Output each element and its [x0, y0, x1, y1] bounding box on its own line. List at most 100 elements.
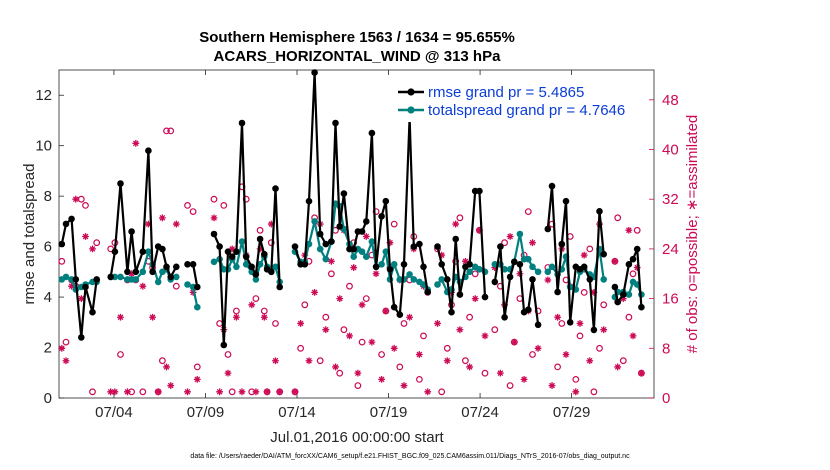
- obs-assimilated-marker: [139, 282, 147, 290]
- obs-assimilated-marker: [562, 351, 570, 358]
- obs-assimilated-marker: [452, 220, 460, 228]
- totalspread-point: [316, 245, 324, 253]
- obs-possible-marker: [158, 357, 166, 365]
- obs-possible-marker: [93, 239, 101, 247]
- rmse-point: [322, 240, 330, 248]
- rmse-point: [336, 223, 344, 230]
- obs-possible-marker: [260, 307, 268, 315]
- obs-assimilated-marker: [238, 388, 246, 396]
- totalspread-point: [544, 268, 552, 276]
- obs-assimilated-marker: [305, 357, 313, 365]
- rmse-point: [638, 303, 645, 311]
- rmse-point: [163, 263, 170, 271]
- rmse-point: [173, 263, 180, 271]
- y-axis-label: rmse and totalspread: [21, 164, 38, 305]
- obs-assimilated-marker: [354, 369, 362, 377]
- obs-possible-marker: [193, 363, 201, 371]
- rmse-point: [268, 268, 275, 276]
- totalspread-point: [62, 273, 70, 281]
- rmse-point: [111, 248, 119, 255]
- obs-possible-marker: [554, 363, 561, 371]
- obs-possible-marker: [524, 208, 532, 216]
- totalspread-point: [117, 273, 124, 281]
- obs-assimilated-marker: [82, 233, 89, 240]
- rmse-point: [272, 185, 279, 192]
- x-tick-label: 07/04: [95, 404, 133, 421]
- rmse-point: [544, 225, 552, 233]
- obs-possible-marker: [301, 301, 309, 309]
- rmse-point: [372, 263, 380, 271]
- obs-assimilated-marker: [544, 276, 552, 284]
- obs-assimilated-marker: [471, 295, 479, 303]
- obs-possible-marker: [633, 226, 641, 234]
- obs-possible-marker: [400, 320, 408, 327]
- obs-assimilated-marker: [548, 382, 556, 389]
- rmse-point: [566, 319, 574, 326]
- obs-possible-marker: [529, 351, 536, 358]
- totalspread-point: [210, 258, 218, 266]
- obs-assimilated-marker: [256, 245, 264, 253]
- obs-possible-marker: [82, 201, 89, 209]
- rmse-point: [396, 311, 404, 319]
- legend: rmse grand pr = 5.4865 totalspread grand…: [394, 82, 648, 122]
- rmse-point: [382, 197, 390, 205]
- rmse-point: [580, 263, 588, 271]
- obs-possible-marker: [596, 344, 603, 352]
- totalspread-point: [600, 276, 607, 283]
- totalspread-point: [154, 278, 162, 286]
- rmse-point: [629, 255, 637, 263]
- obs-assimilated-marker: [443, 357, 451, 365]
- obs-assimilated-marker: [529, 239, 536, 247]
- totalspread-point: [382, 248, 390, 255]
- obs-possible-marker: [163, 127, 170, 135]
- rmse-point: [216, 243, 223, 250]
- obs-assimilated-marker: [506, 233, 514, 240]
- totalspread-point: [238, 238, 246, 245]
- x-tick-label: 07/09: [187, 404, 225, 421]
- obs-assimilated-marker: [415, 351, 423, 358]
- rmse-point: [420, 263, 427, 271]
- rmse-point: [416, 240, 423, 248]
- rmse-point: [194, 283, 201, 291]
- rmse-point: [167, 273, 174, 281]
- obs-assimilated-marker: [510, 338, 518, 346]
- obs-possible-marker: [322, 313, 330, 321]
- totalspread-point: [476, 266, 483, 273]
- y-tick-label-right: 24: [662, 241, 679, 258]
- rmse-point: [424, 288, 432, 296]
- obs-possible-marker: [267, 239, 275, 247]
- obs-possible-marker: [316, 357, 324, 365]
- obs-assimilated-marker: [600, 326, 608, 334]
- obs-assimilated-marker: [72, 195, 80, 203]
- rmse-point: [107, 273, 114, 281]
- obs-possible-marker: [336, 369, 344, 377]
- rmse-point: [614, 298, 621, 306]
- obs-possible-marker: [396, 363, 404, 371]
- rmse-point: [497, 243, 504, 250]
- obs-possible-marker: [228, 388, 236, 396]
- rmse-point: [228, 253, 236, 260]
- obs-assimilated-marker: [184, 388, 191, 396]
- totalspread-point: [390, 261, 398, 268]
- obs-assimilated-marker: [252, 388, 260, 396]
- obs-assimilated-marker: [77, 295, 85, 303]
- totalspread-point: [256, 261, 264, 268]
- x-tick-label: 07/14: [278, 404, 316, 421]
- rmse-point: [410, 243, 418, 250]
- y-tick-label-right: 40: [662, 142, 679, 159]
- totalspread-point: [139, 268, 147, 276]
- totalspread-point: [501, 266, 508, 273]
- obs-assimilated-marker: [311, 288, 318, 296]
- obs-assimilated-marker: [248, 301, 256, 309]
- y-tick-labels-right: 0 8 16 24 32 40 48: [662, 92, 679, 407]
- obs-assimilated-marker: [368, 338, 376, 346]
- rmse-point: [189, 261, 197, 268]
- totalspread-point: [233, 263, 240, 271]
- rmse-point: [456, 291, 464, 298]
- rmse-point: [506, 273, 514, 281]
- x-tick-labels: 07/04 07/09 07/14 07/19 07/24 07/29: [95, 404, 590, 421]
- rmse-series: [58, 69, 645, 349]
- rmse-point: [248, 263, 255, 271]
- totalspread-point: [434, 281, 441, 288]
- totalspread-point: [194, 303, 201, 311]
